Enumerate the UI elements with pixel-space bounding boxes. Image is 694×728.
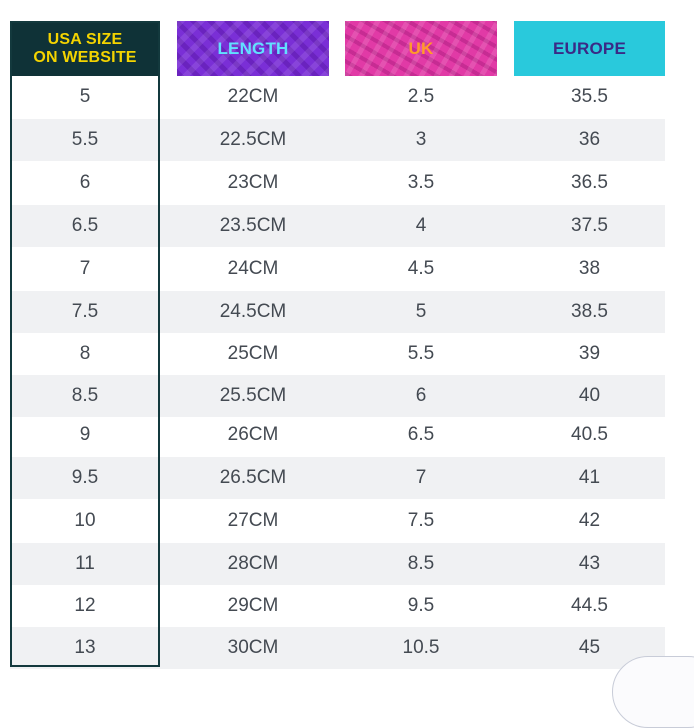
table-cell-uk: 10.5 [402,637,440,658]
table-cell-europe: 38 [578,258,601,279]
table-cell-usa: 9 [79,424,91,445]
table-cell-europe: 36 [578,129,601,150]
table-cell-usa: 7.5 [71,301,99,322]
corner-widget [612,656,694,728]
table-cell-usa: 6.5 [71,215,99,236]
table-cell-length: 23CM [227,172,279,193]
table-cell-length: 25.5CM [219,385,287,406]
table-cell-length: 22CM [227,86,279,107]
table-cell-uk: 4 [415,215,427,236]
table-cell-length: 26.5CM [219,467,287,488]
table-cell-usa: 8.5 [71,385,99,406]
row-band [10,119,665,161]
size-chart-table: USA SIZE ON WEBSITE LENGTH UK EUROPE 5 22… [10,21,665,669]
table-cell-usa: 6 [79,172,91,193]
table-cell-uk: 9.5 [407,595,435,616]
table-cell-length: 30CM [227,637,279,658]
table-cell-uk: 2.5 [407,86,435,107]
table-cell-uk: 6 [415,385,427,406]
table-cell-length: 28CM [227,553,279,574]
header-europe-label: EUROPE [553,38,626,58]
row-band [10,627,665,669]
table-cell-europe: 44.5 [571,595,608,616]
row-band [10,375,665,417]
header-uk-label: UK [408,38,434,58]
table-cell-usa: 9.5 [71,467,99,488]
table-cell-length: 25CM [227,343,279,364]
table-cell-europe: 37.5 [571,215,608,236]
table-cell-europe: 36.5 [571,172,608,193]
table-cell-europe: 45 [578,637,601,658]
table-cell-uk: 4.5 [407,258,435,279]
table-cell-europe: 40 [578,385,601,406]
header-europe: EUROPE [514,21,665,76]
row-band [10,457,665,499]
row-band [10,205,665,247]
table-cell-length: 22.5CM [219,129,287,150]
usa-column-border [10,21,160,667]
table-cell-length: 29CM [227,595,279,616]
table-cell-usa: 5 [79,86,91,107]
table-cell-uk: 3 [415,129,427,150]
table-cell-uk: 8.5 [407,553,435,574]
table-cell-uk: 5 [415,301,427,322]
table-cell-europe: 38.5 [571,301,608,322]
header-length: LENGTH [177,21,329,76]
table-cell-length: 26CM [227,424,279,445]
table-cell-uk: 7 [415,467,427,488]
table-cell-europe: 42 [578,510,601,531]
table-cell-usa: 7 [79,258,91,279]
table-cell-europe: 40.5 [571,424,608,445]
table-cell-usa: 5.5 [71,129,99,150]
header-usa-size-label: USA SIZE ON WEBSITE [33,30,137,66]
table-cell-europe: 43 [578,553,601,574]
row-band [10,543,665,585]
row-band [10,291,665,333]
table-cell-usa: 11 [75,553,95,574]
table-cell-europe: 41 [578,467,601,488]
table-cell-uk: 6.5 [407,424,435,445]
table-cell-usa: 10 [74,510,96,531]
table-cell-usa: 8 [79,343,91,364]
header-length-label: LENGTH [217,38,289,58]
table-cell-uk: 3.5 [407,172,435,193]
table-cell-usa: 13 [74,637,96,658]
table-cell-length: 24.5CM [219,301,287,322]
table-cell-europe: 39 [578,343,601,364]
table-cell-usa: 12 [74,595,96,616]
table-cell-length: 27CM [227,510,279,531]
table-cell-length: 24CM [227,258,279,279]
header-uk: UK [345,21,497,76]
header-usa-size: USA SIZE ON WEBSITE [10,21,160,76]
table-cell-uk: 7.5 [407,510,435,531]
table-cell-length: 23.5CM [219,215,287,236]
table-cell-europe: 35.5 [571,86,608,107]
table-cell-uk: 5.5 [407,343,435,364]
